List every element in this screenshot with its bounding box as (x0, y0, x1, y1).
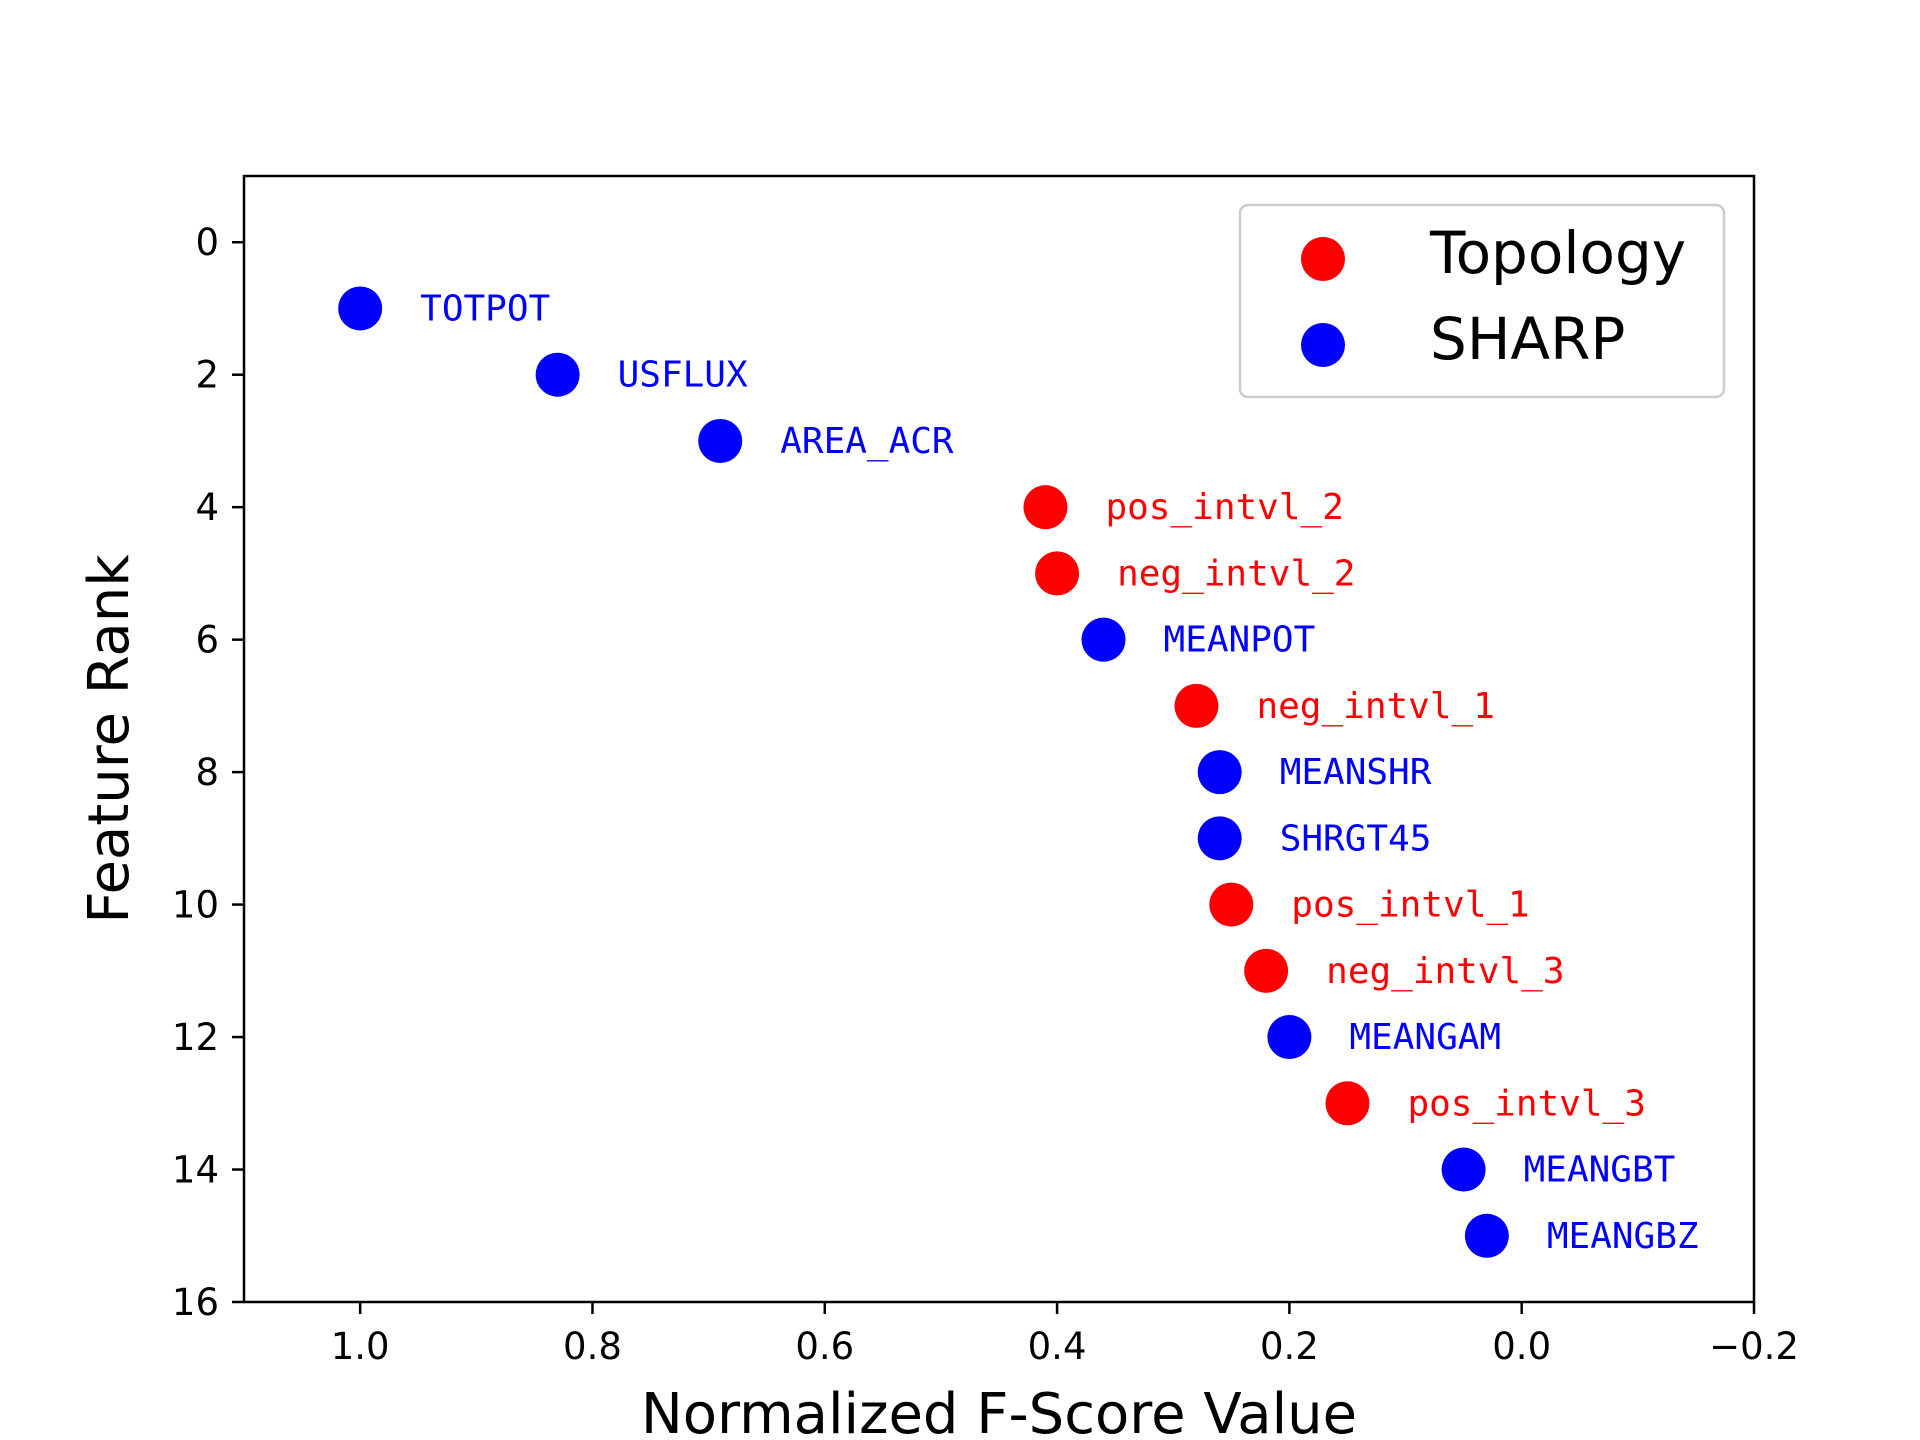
data-points (338, 286, 1509, 1258)
x-tick-label: 0.8 (563, 1325, 622, 1368)
point-topology (1209, 882, 1254, 927)
point-sharp (1081, 617, 1126, 662)
x-tick-label: −0.2 (1709, 1325, 1799, 1368)
point-label: pos_intvl_1 (1291, 885, 1529, 926)
x-tick-label: 0.6 (795, 1325, 854, 1368)
y-tick-label: 10 (172, 884, 219, 927)
point-label: MEANSHR (1280, 752, 1432, 793)
legend-label-sharp: SHARP (1430, 305, 1625, 373)
y-tick-label: 0 (195, 221, 219, 264)
point-label: pos_intvl_3 (1407, 1083, 1645, 1124)
point-sharp (535, 352, 580, 397)
x-axis: 1.0 0.8 0.6 0.4 0.2 0.0 −0.2 (331, 1302, 1799, 1368)
point-label: neg_intvl_1 (1256, 686, 1494, 727)
point-label: pos_intvl_2 (1105, 487, 1343, 528)
point-label: SHRGT45 (1280, 818, 1432, 859)
legend-box (1238, 203, 1726, 399)
x-tick-label: 0.2 (1260, 1325, 1319, 1368)
point-sharp (1464, 1213, 1509, 1258)
y-tick-label: 8 (195, 751, 219, 794)
point-sharp (1197, 750, 1242, 795)
legend-marker-sharp (1301, 323, 1345, 367)
y-tick-label: 16 (172, 1281, 219, 1324)
point-sharp (1441, 1147, 1486, 1192)
point-topology (1023, 485, 1068, 530)
point-topology (1325, 1081, 1370, 1126)
point-label: USFLUX (618, 355, 748, 396)
point-label: AREA_ACR (780, 421, 954, 462)
point-label: neg_intvl_3 (1326, 951, 1564, 992)
point-sharp (338, 286, 383, 331)
point-label: neg_intvl_2 (1117, 553, 1355, 594)
point-sharp (698, 418, 743, 463)
legend: Topology SHARP (1238, 203, 1726, 399)
y-tick-label: 14 (172, 1149, 219, 1192)
y-tick-label: 6 (195, 619, 219, 662)
point-label: MEANGAM (1349, 1017, 1501, 1058)
point-label: MEANGBT (1524, 1150, 1676, 1191)
point-labels: pos_intvl_2 neg_intvl_2 neg_intvl_1 pos_int… (420, 288, 1698, 1256)
y-axis-title: Feature Rank (77, 554, 142, 924)
x-axis-title: Normalized F-Score Value (641, 1382, 1357, 1440)
legend-label-topology: Topology (1429, 219, 1686, 287)
y-tick-label: 2 (195, 354, 219, 397)
point-label: MEANGBZ (1547, 1216, 1699, 1257)
point-topology (1174, 683, 1219, 728)
point-label: TOTPOT (420, 288, 550, 329)
y-tick-label: 12 (172, 1016, 219, 1059)
point-sharp (1197, 816, 1242, 861)
point-label: MEANPOT (1164, 620, 1316, 661)
y-tick-label: 4 (195, 486, 219, 529)
point-topology (1035, 551, 1080, 596)
x-tick-label: 0.4 (1028, 1325, 1087, 1368)
point-topology (1244, 948, 1289, 993)
legend-marker-topology (1301, 237, 1345, 281)
x-tick-label: 0.0 (1492, 1325, 1551, 1368)
y-axis: 0 2 4 6 8 10 12 14 16 (172, 221, 244, 1324)
point-sharp (1267, 1015, 1312, 1060)
x-tick-label: 1.0 (331, 1325, 390, 1368)
